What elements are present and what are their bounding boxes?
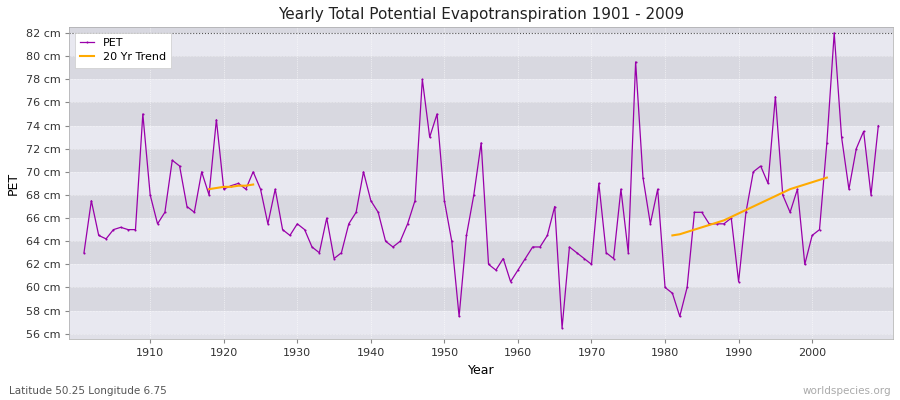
20 Yr Trend — [226, 184, 237, 189]
PET — [299, 227, 310, 232]
20 Yr Trend — [240, 183, 251, 188]
PET — [512, 268, 523, 272]
Bar — [69, 102, 893, 126]
PET — [505, 279, 516, 284]
20 Yr Trend — [233, 183, 244, 188]
PET — [344, 222, 355, 226]
Line: PET: PET — [83, 32, 879, 329]
X-axis label: Year: Year — [468, 364, 494, 377]
Bar — [69, 10, 893, 33]
Bar — [69, 264, 893, 288]
PET — [829, 31, 840, 36]
Bar — [69, 79, 893, 102]
Bar — [69, 172, 893, 195]
20 Yr Trend — [248, 182, 258, 187]
Text: worldspecies.org: worldspecies.org — [803, 386, 891, 396]
PET — [608, 256, 619, 261]
Bar — [69, 218, 893, 241]
PET — [78, 250, 89, 255]
20 Yr Trend — [211, 186, 221, 190]
Bar — [69, 149, 893, 172]
Text: Latitude 50.25 Longitude 6.75: Latitude 50.25 Longitude 6.75 — [9, 386, 166, 396]
Bar — [69, 195, 893, 218]
Bar — [69, 126, 893, 149]
Legend: PET, 20 Yr Trend: PET, 20 Yr Trend — [75, 33, 171, 68]
Bar — [69, 310, 893, 334]
Bar — [69, 241, 893, 264]
Title: Yearly Total Potential Evapotranspiration 1901 - 2009: Yearly Total Potential Evapotranspiratio… — [278, 7, 684, 22]
Line: 20 Yr Trend: 20 Yr Trend — [209, 184, 253, 189]
PET — [873, 123, 884, 128]
Y-axis label: PET: PET — [7, 172, 20, 195]
PET — [557, 326, 568, 330]
Bar — [69, 33, 893, 56]
Bar — [69, 56, 893, 79]
Bar — [69, 288, 893, 310]
20 Yr Trend — [219, 184, 230, 189]
PET — [138, 112, 148, 116]
20 Yr Trend — [203, 187, 214, 192]
